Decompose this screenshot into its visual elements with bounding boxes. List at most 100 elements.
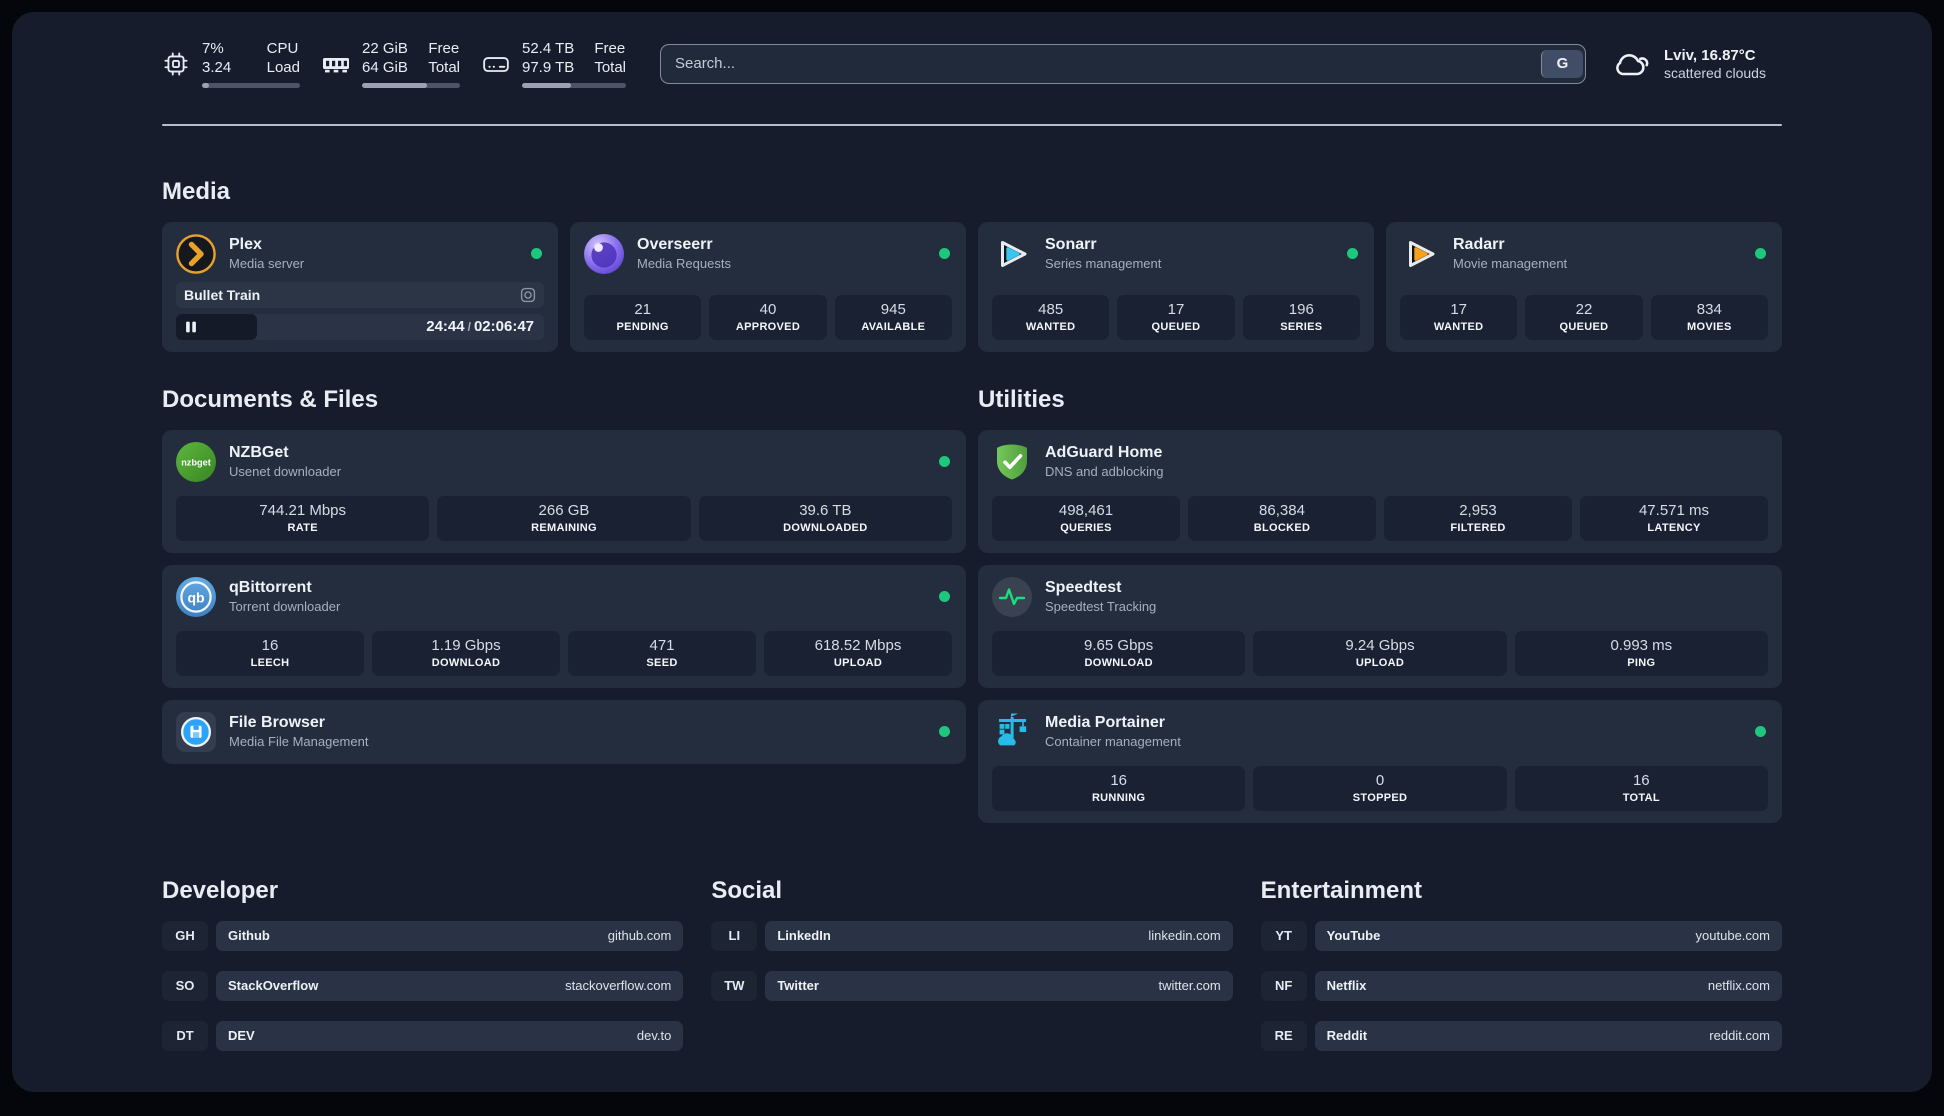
link-youtube[interactable]: YT YouTube youtube.com [1260,920,1782,951]
search-input[interactable] [663,55,1541,73]
app-card-header: Overseerr Media Requests [584,233,952,274]
app-card-plex[interactable]: Plex Media server Bullet Train 24:44/02:06:… [162,221,558,352]
app-card-overseerr[interactable]: Overseerr Media Requests 21 PENDING 40 APPROV… [570,221,966,352]
stat-value: 47.571 ms [1638,501,1710,519]
link-stackoverflow[interactable]: SO StackOverflow stackoverflow.com [162,970,684,1001]
link-tag: GH [162,920,208,951]
stat-label: MOVIES [1687,320,1732,333]
disk-icon [482,51,510,77]
link-linkedin[interactable]: LI LinkedIn linkedin.com [711,920,1233,951]
session-icon[interactable] [520,287,536,303]
app-card-meta: Plex Media server [229,236,304,271]
app-card-nzbget[interactable]: nzbget NZBGet Usenet downloader 744.21 Mbps… [162,429,966,553]
app-card-radarr[interactable]: Radarr Movie management 17 WANTED 22 QUEUED 83… [1386,221,1782,352]
link-url: twitter.com [1158,978,1221,994]
link-netflix[interactable]: NF Netflix netflix.com [1260,970,1782,1001]
pause-icon[interactable] [184,320,198,334]
stat-row: 744.21 Mbps RATE 266 GB REMAINING 39.6 TB DOW… [176,486,952,541]
stat-label: SERIES [1280,320,1323,333]
app-subtitle: Media File Management [229,734,369,750]
plex-icon [176,233,216,274]
app-card-meta: NZBGet Usenet downloader [229,444,341,479]
section-title-entertainment: Entertainment [1260,876,1423,904]
stat-value: 618.52 Mbps [814,636,902,654]
stat-tile-seed: 471 SEED [568,630,756,676]
app-card-media-portainer[interactable]: Media Portainer Container management 16 RUN… [978,699,1782,823]
disk-free-label: Free [594,40,626,57]
link-reddit[interactable]: RE Reddit reddit.com [1260,1020,1782,1051]
stat-value: 40 [759,300,777,318]
app-name: qBittorrent [229,579,312,597]
stat-label: REMAINING [531,521,597,534]
stat-tile-wanted: 17 WANTED [1400,294,1518,340]
stat-value: 21 [634,300,651,318]
stat-value: 86,384 [1259,501,1305,519]
link-bar: YouTube youtube.com [1314,920,1782,951]
filebrowser-icon [176,711,216,752]
dashboard: 7% CPU 3.24 Load 22 GiB Free 64 GiB Tota… [12,12,1932,1092]
stat-label: QUEUED [1151,320,1201,333]
disk-stat: 52.4 TB Free 97.9 TB Total [482,40,626,88]
stat-row: 9.65 Gbps DOWNLOAD 9.24 Gbps UPLOAD 0.993 ms… [992,621,1768,676]
link-name: LinkedIn [777,928,831,944]
stat-value: 471 [649,636,675,654]
stat-value: 744.21 Mbps [259,501,347,519]
stat-label: RATE [287,521,318,534]
stat-label: PENDING [616,320,669,333]
radarr-icon [1400,234,1440,274]
now-playing-title: Bullet Train [184,286,261,303]
app-subtitle: Movie management [1453,256,1568,272]
stat-value: 17 [1450,300,1467,318]
ram-total-label: Total [428,59,460,77]
stat-row: 498,461 QUERIES 86,384 BLOCKED 2,953 FILTERED… [992,486,1768,541]
app-card-meta: Radarr Movie management [1453,236,1567,271]
status-online-dot [531,248,542,260]
stat-label: LATENCY [1647,521,1701,534]
link-tag: SO [162,970,208,1001]
stat-label: FILTERED [1450,521,1506,534]
stat-value: 16 [1632,771,1650,789]
app-card-qbittorrent[interactable]: qb qBittorrent Torrent downloader 16 LEECH 1.… [162,564,966,688]
stat-label: DOWNLOAD [431,656,501,669]
stat-value: 22 [1575,300,1593,318]
app-card-header: Radarr Movie management [1400,234,1768,274]
search-engine-button[interactable]: G [1541,49,1583,78]
developer-links: GH Github github.com SO StackOverflow stackov… [162,920,684,1051]
stat-value: 2,953 [1459,501,1497,519]
app-subtitle: Torrent downloader [229,599,341,615]
link-name: DEV [228,1028,255,1044]
stat-tile-available: 945 AVAILABLE [834,294,952,340]
stat-tile-leech: 16 LEECH [176,630,364,676]
app-card-header: qb qBittorrent Torrent downloader [176,576,952,617]
stat-tile-movies: 834 MOVIES [1650,294,1768,340]
app-name: File Browser [229,714,326,732]
stat-label: QUERIES [1060,521,1112,534]
link-tag: YT [1260,920,1307,951]
status-online-dot [939,591,950,603]
section-social: Social LI LinkedIn linkedin.com TW Twitter tw… [711,877,1233,1051]
link-tag: LI [711,920,758,951]
app-subtitle: Media server [229,256,305,272]
documents-cards-column: nzbget NZBGet Usenet downloader 744.21 Mbps… [162,429,966,764]
now-playing-row: Bullet Train [176,281,544,308]
stat-label: SEED [646,656,678,669]
link-url: netflix.com [1707,978,1770,994]
link-tag: RE [1260,1020,1307,1051]
stat-row: 17 WANTED 22 QUEUED 834 MOVIES [1400,285,1768,340]
portainer-icon [992,712,1032,752]
cpu-progress-track [202,82,300,88]
playback-progress-bar[interactable]: 24:44/02:06:47 [176,313,544,340]
app-card-adguard-home[interactable]: AdGuard Home DNS and adblocking 498,461 QUE… [978,429,1782,553]
app-card-file-browser[interactable]: File Browser Media File Management [162,699,966,764]
link-dev[interactable]: DT DEV dev.to [162,1020,684,1051]
media-cards-row: Plex Media server Bullet Train 24:44/02:06:… [162,221,1782,352]
stat-value: 17 [1167,300,1185,318]
link-github[interactable]: GH Github github.com [162,920,684,951]
stat-row: 485 WANTED 17 QUEUED 196 SERIES [992,285,1360,340]
link-twitter[interactable]: TW Twitter twitter.com [711,970,1233,1001]
link-url: dev.to [636,1028,672,1044]
app-card-speedtest[interactable]: Speedtest Speedtest Tracking 9.65 Gbps DOWN… [978,564,1782,688]
app-card-sonarr[interactable]: Sonarr Series management 485 WANTED 17 QUEUED… [978,221,1374,352]
link-name: Github [228,928,270,944]
qbittorrent-icon: qb [176,576,216,617]
